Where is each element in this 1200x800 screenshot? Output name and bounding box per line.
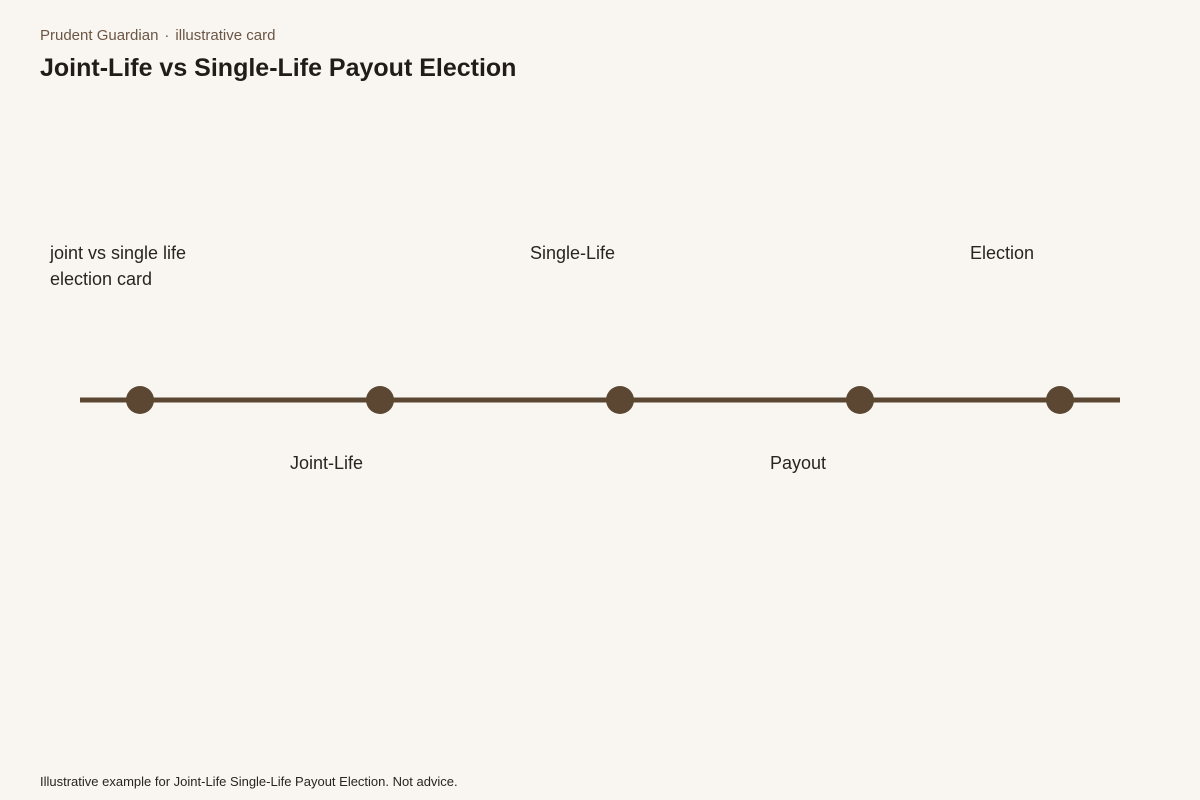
- node-label: Election: [970, 243, 1035, 263]
- node: [846, 386, 874, 414]
- node: [1046, 386, 1074, 414]
- node: [366, 386, 394, 414]
- node: [606, 386, 634, 414]
- title: Joint-Life vs Single-Life Payout Electio…: [40, 54, 517, 82]
- footer: Illustrative example for Joint-Life Sing…: [40, 774, 458, 789]
- header: Prudent Guardian · illustrative card: [40, 27, 275, 44]
- node-label: Joint-Life: [290, 453, 364, 473]
- tag: illustrative card: [175, 27, 276, 44]
- brand: Prudent Guardian: [40, 27, 159, 44]
- separator: ·: [164, 27, 170, 44]
- node-label: Payout: [770, 453, 827, 473]
- node: [126, 386, 154, 414]
- node-label: Single-Life: [530, 243, 616, 263]
- node-label: joint vs single life election card: [50, 243, 187, 289]
